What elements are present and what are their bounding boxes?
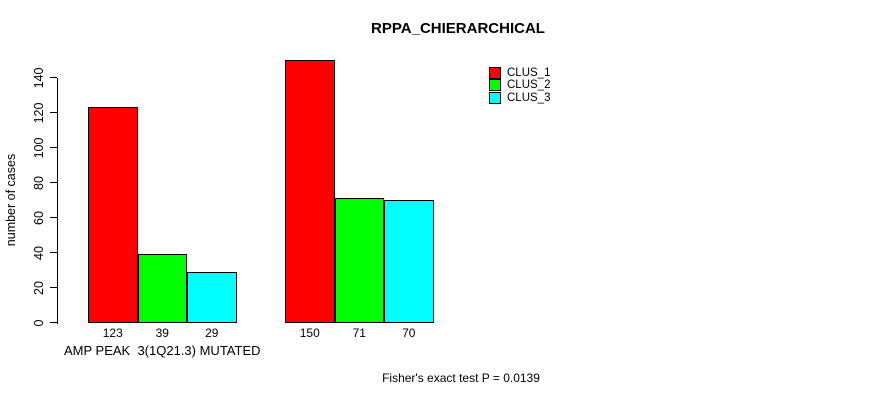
y-tick-mark — [50, 182, 57, 183]
legend-label: CLUS_3 — [507, 91, 551, 104]
y-tick-mark — [50, 287, 57, 288]
legend-label: CLUS_2 — [507, 79, 551, 92]
x-group-label: AMP PEAK 3(1Q21.3) MUTATED — [64, 343, 261, 358]
y-tick-label: 100 — [32, 137, 46, 158]
legend-item-clus_1: CLUS_1 — [489, 67, 551, 80]
y-axis-line — [57, 77, 58, 324]
bar-value-label: 123 — [102, 326, 123, 340]
bar-value-label: 70 — [402, 326, 416, 340]
legend: CLUS_1 CLUS_2 CLUS_3 — [489, 67, 550, 104]
legend-item-clus_3: CLUS_3 — [489, 91, 551, 104]
chart-title: RPPA_CHIERARCHICAL — [371, 20, 545, 37]
y-tick-label: 120 — [32, 102, 46, 123]
bar-clus_3-group1 — [187, 271, 237, 323]
bar-clus_1-group1 — [88, 107, 138, 323]
legend-item-clus_2: CLUS_2 — [489, 79, 551, 92]
y-tick-label: 40 — [32, 245, 46, 260]
bar-value-label: 71 — [352, 326, 366, 340]
y-axis-label: number of cases — [4, 153, 18, 247]
y-tick-label: 80 — [32, 175, 46, 190]
y-tick-mark — [50, 322, 57, 323]
y-tick-mark — [50, 147, 57, 148]
footnote-text: Fisher's exact test P = 0.0139 — [382, 371, 540, 385]
legend-label: CLUS_1 — [507, 67, 551, 80]
y-tick-label: 60 — [32, 210, 46, 225]
y-tick-label: 140 — [32, 67, 46, 88]
bar-clus_2-group2 — [334, 198, 384, 323]
bar-clus_1-group2 — [285, 60, 335, 323]
legend-swatch-icon — [489, 67, 501, 80]
bar-value-label: 29 — [205, 326, 219, 340]
y-tick-mark — [50, 112, 57, 113]
legend-swatch-icon — [489, 91, 501, 104]
y-tick-label: 0 — [32, 319, 46, 326]
y-tick-mark — [50, 77, 57, 78]
bar-clus_2-group1 — [137, 254, 187, 323]
bar-clus_3-group2 — [384, 200, 434, 323]
y-tick-label: 20 — [32, 280, 46, 295]
bar-value-label: 150 — [299, 326, 320, 340]
y-tick-mark — [50, 217, 57, 218]
bar-value-label: 39 — [155, 326, 169, 340]
y-tick-mark — [50, 252, 57, 253]
legend-swatch-icon — [489, 79, 501, 92]
